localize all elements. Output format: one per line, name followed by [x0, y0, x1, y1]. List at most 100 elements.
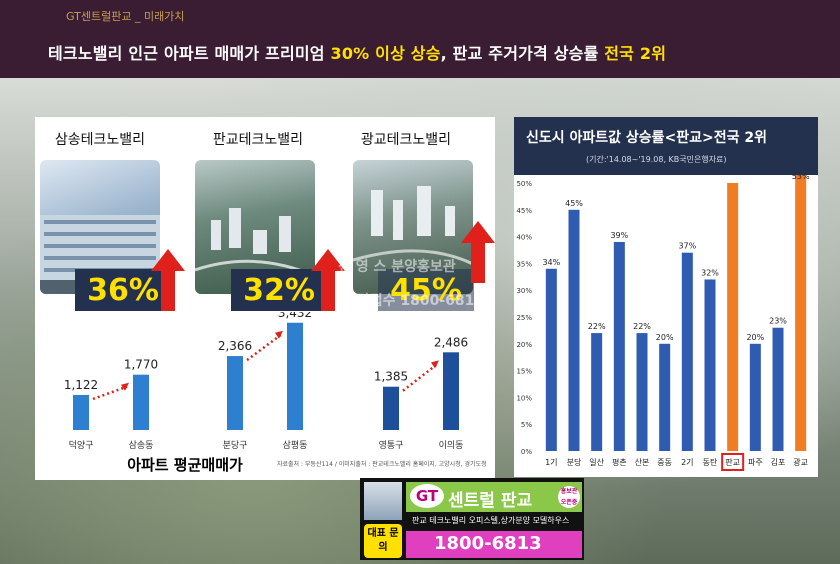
district-label-before: 덕양구: [69, 440, 94, 451]
bar-chart: 50% 45% 40% 35% 30% 25% 20% 15% 10% 5% 0% 34% 1기 45% 분…: [516, 175, 810, 471]
district-label-after: 삼평동: [283, 440, 308, 451]
trend-arrow-head: [121, 382, 129, 391]
price-bar-before: [73, 394, 89, 430]
district-label-after: 이의동: [439, 440, 464, 451]
district-label-before: 분당구: [223, 440, 248, 451]
trend-dotted-arrow: [402, 363, 438, 392]
bar-value-label: 39%: [610, 231, 628, 240]
building-thumbnail: [364, 482, 402, 520]
y-tick-label: 45%: [516, 207, 532, 215]
bar-value-label: 23%: [769, 317, 787, 326]
trend-dotted-arrow: [246, 333, 282, 362]
price-value-before: 1,122: [64, 378, 98, 392]
y-tick-label: 10%: [516, 394, 532, 402]
techno-valley-comparison-panel: 삼송테크노밸리 판교테크노밸리 광교테크노밸리 36% 32% 45% 1,12…: [35, 117, 495, 480]
up-arrow-icon: [461, 221, 495, 283]
up-arrow-icon: [311, 249, 345, 311]
trend-dotted-arrow: [92, 385, 128, 401]
promo-name: 센트럴 판교: [448, 491, 533, 511]
city-title: 판교테크노밸리: [212, 132, 304, 148]
bar-value-label: 22%: [633, 322, 651, 331]
bar-value-label: 20%: [656, 333, 674, 342]
highlight-box: [721, 453, 745, 471]
district-label-before: 영통구: [379, 440, 404, 451]
growth-chart-panel: 신도시 아파트값 상승률<판교>전국 2위 (기간:'14.08~'19.08,…: [514, 117, 818, 477]
bar-평촌: [613, 241, 625, 451]
city-title: 광교테크노밸리: [360, 132, 452, 148]
chart-subtitle: (기간:'14.08~'19.08, KB국민은행자료): [586, 155, 727, 164]
category-label: 2기: [681, 458, 693, 467]
price-value-after: 2,486: [434, 335, 468, 349]
bar-판교: [727, 183, 739, 451]
bar-value-label: 20%: [746, 333, 764, 342]
bar-동탄: [704, 279, 716, 451]
phone-number[interactable]: 1800-6813: [434, 533, 542, 554]
category-label: 산본: [635, 457, 650, 467]
bar-파주: [749, 343, 761, 451]
price-value-before: 1,385: [374, 370, 408, 384]
phone-bar: [406, 531, 582, 558]
bar-일산: [591, 333, 603, 451]
category-label: 동탄: [703, 457, 718, 467]
price-value-after: 1,770: [124, 358, 158, 372]
price-value-after: 3,432: [278, 312, 312, 320]
bar-value-label: 32%: [701, 268, 719, 277]
bar-1기: [545, 268, 557, 451]
price-bar-before: [383, 386, 399, 430]
y-tick-label: 30%: [516, 287, 532, 295]
watermark-line2: 상담접수 1800-6813: [344, 293, 485, 309]
category-label: 파주: [748, 458, 763, 467]
y-tick-label: 35%: [516, 260, 532, 268]
chart-title: 신도시 아파트값 상승률<판교>전국 2위: [526, 130, 768, 146]
up-arrow-icon: [151, 249, 185, 311]
category-label: 일산: [589, 457, 604, 467]
bar-산본: [636, 333, 648, 451]
price-comparison-bars: 1,122 1,770 덕양구 삼송동 2,366 3,432 분당구 삼평동 1,385 2,4…: [64, 312, 468, 451]
promo-description: 판교 테크노밸리 오피스텔,상가분양 모델하우스: [412, 516, 570, 525]
price-bar-before: [227, 356, 243, 430]
price-bar-after: [443, 352, 459, 430]
bar-김포: [772, 327, 784, 451]
headline: 테크노밸리 인근 아파트 매매가 프리미엄 30% 이상 상승, 판교 주거가격…: [48, 44, 667, 63]
city-title: 삼송테크노밸리: [54, 132, 146, 148]
y-tick-label: 25%: [516, 314, 532, 322]
price-value-before: 2,366: [218, 339, 252, 353]
header-bar: GT센트럴판교 _ 미래가치 테크노밸리 인근 아파트 매매가 프리미엄 30%…: [0, 0, 840, 78]
bar-value-label: 53%: [792, 175, 810, 181]
promo-badge: 홍보관 오픈중: [558, 486, 580, 508]
aerial-city-graphic: [353, 186, 473, 266]
watermark-line1: 신 영 스 분양홍보관: [338, 259, 456, 275]
caption-label: 아파트 평균매매가: [106, 452, 264, 478]
category-label: 중동: [657, 458, 672, 467]
bar-value-label: 22%: [588, 322, 606, 331]
bar-value-label: 34%: [542, 258, 560, 267]
brand-label: GT센트럴판교 _ 미래가치: [66, 10, 185, 23]
bar-value-label: 45%: [565, 199, 583, 208]
chart-title-bar: 신도시 아파트값 상승률<판교>전국 2위 (기간:'14.08~'19.08,…: [514, 117, 818, 175]
category-label: 김포: [771, 457, 786, 467]
increase-percent-badge: 36%: [75, 269, 171, 311]
y-tick-label: 5%: [521, 421, 532, 429]
trend-arrow-head: [431, 360, 439, 369]
gt-logo: GT: [410, 484, 444, 508]
bar-value-label: 37%: [678, 242, 696, 251]
category-label: 광교: [793, 457, 808, 467]
price-bar-after: [133, 374, 149, 430]
promo-banner[interactable]: GT 센트럴 판교 홍보관 오픈중 판교 테크노밸리 오피스텔,상가분양 모델하…: [360, 478, 584, 560]
increase-percent-badge: 45%: [378, 269, 474, 311]
source-note: 자료출처 : 부동산114 / 이미지출처 : 판교테크노밸리 홈페이지, 고양…: [277, 461, 487, 468]
category-label: 1기: [545, 458, 557, 467]
price-bar-after: [287, 322, 303, 430]
trend-arrow-head: [275, 330, 283, 339]
category-label: 분당: [567, 457, 582, 467]
bar-2기: [681, 252, 693, 451]
y-tick-label: 0%: [521, 448, 532, 456]
y-tick-label: 50%: [516, 180, 532, 188]
bar-광교: [795, 175, 807, 452]
category-label: 평촌: [612, 457, 627, 467]
y-tick-label: 40%: [516, 234, 532, 242]
bar-분당: [568, 209, 580, 451]
y-tick-label: 20%: [516, 341, 532, 349]
bar-중동: [659, 343, 671, 451]
increase-percent-badge: 32%: [231, 269, 327, 311]
